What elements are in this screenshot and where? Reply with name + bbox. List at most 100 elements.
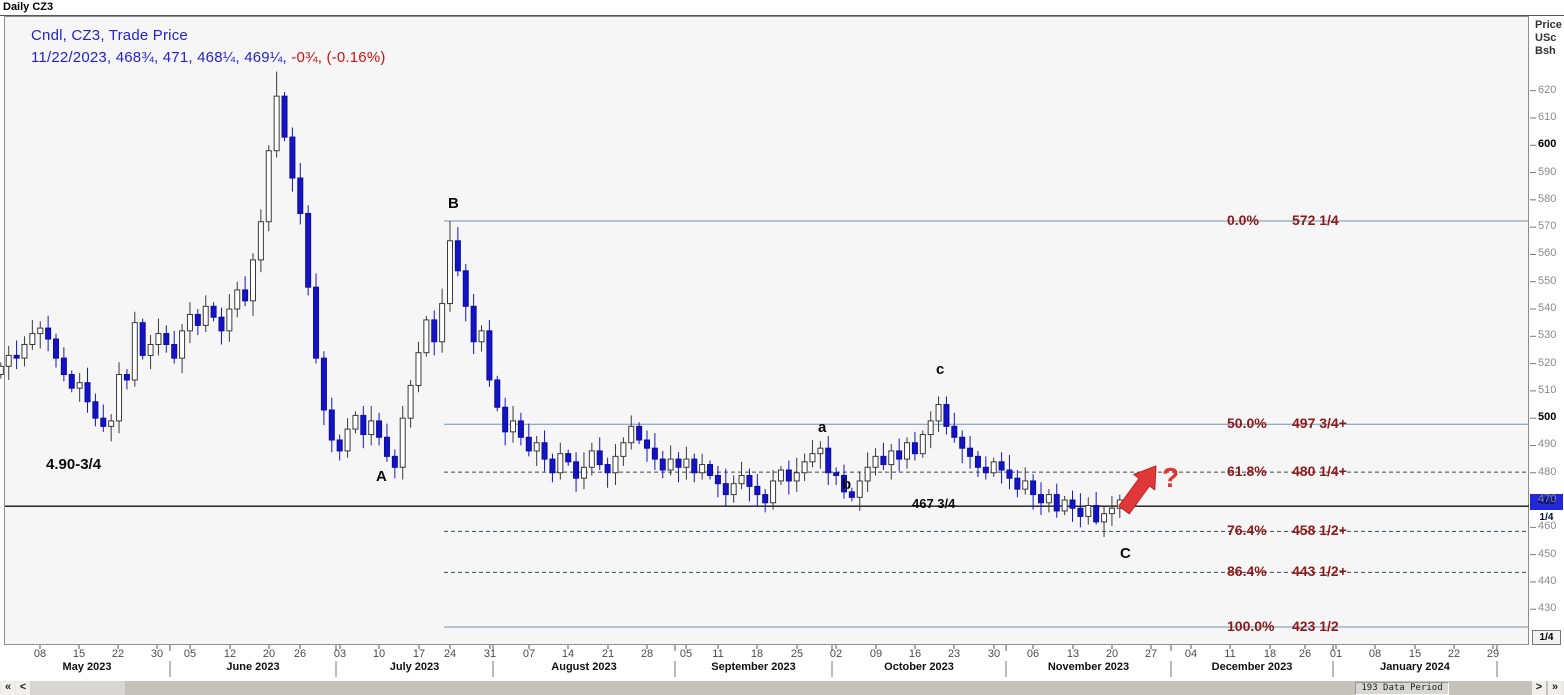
x-axis-month-label: August 2023 <box>551 661 617 673</box>
x-axis-day-tick: 13 <box>1066 648 1080 660</box>
price-tick-label: 530 <box>1538 329 1557 342</box>
price-tick-label: 580 <box>1538 192 1557 205</box>
candle-body <box>0 365 4 376</box>
fib-price-label: 480 1/4+ <box>1292 463 1347 480</box>
data-period-readout: 193 Data Period <box>1355 682 1449 695</box>
x-axis-month-label: July 2023 <box>389 661 440 673</box>
price-axis-header-line: Price <box>1535 19 1562 31</box>
price-tick-label: 560 <box>1538 247 1557 260</box>
scroll-far-left-button[interactable]: « <box>1 681 15 695</box>
x-axis-day-tick: 30 <box>150 648 164 660</box>
x-axis-day-tick: 12 <box>223 648 237 660</box>
x-axis-day-tick: 06 <box>1026 648 1040 660</box>
x-axis-month-label: June 2023 <box>226 661 280 673</box>
x-axis-day-tick: 18 <box>1263 648 1277 660</box>
price-tick-label: 480 <box>1538 465 1557 478</box>
x-axis-day-tick: 22 <box>1447 648 1461 660</box>
x-axis-day-tick: 28 <box>640 648 654 660</box>
x-axis-month-label: November 2023 <box>1047 661 1130 673</box>
x-axis-day-tick: 02 <box>829 648 843 660</box>
x-axis-day-tick: 26 <box>293 648 307 660</box>
x-axis-day-tick: 16 <box>908 648 922 660</box>
quote-ohlc-values: 11/22/2023, 468¾, 471, 468¼, 469¼, <box>31 49 287 66</box>
x-axis-day-tick: 14 <box>561 648 575 660</box>
x-axis-day-tick: 07 <box>522 648 536 660</box>
x-axis-day-tick: 01 <box>1329 648 1343 660</box>
plot-area[interactable] <box>4 16 1529 645</box>
x-axis-day-tick: 17 <box>412 648 426 660</box>
question-mark-label: ? <box>1162 462 1180 493</box>
wave-label-B: B <box>448 195 459 212</box>
price-axis-header-line: Bsh <box>1535 45 1556 57</box>
title-underline <box>0 15 1564 16</box>
quote-ohlc-line: 11/22/2023, 468¾, 471, 468¼, 469¼, -0¾, … <box>31 49 386 66</box>
wave-label-b: b <box>842 476 852 493</box>
x-axis-day-tick: 27 <box>1144 648 1158 660</box>
x-axis-day-tick: 08 <box>1368 648 1382 660</box>
x-axis-day-tick: 10 <box>372 648 386 660</box>
x-axis-day-tick: 05 <box>183 648 197 660</box>
x-axis-day-tick: 20 <box>262 648 276 660</box>
x-axis-day-tick: 21 <box>601 648 615 660</box>
price-tick-label: 600 <box>1538 138 1557 151</box>
scrollbar-thumb[interactable] <box>125 681 1560 695</box>
price-tick-label: 490 <box>1538 438 1557 451</box>
x-axis-day-tick: 15 <box>72 648 86 660</box>
x-axis-month-label: October 2023 <box>884 661 954 673</box>
price-tick-label: 610 <box>1538 110 1557 123</box>
price-axis-header: Price USc Bsh <box>1535 19 1562 58</box>
x-axis-month-label: September 2023 <box>711 661 796 673</box>
price-tick-label: 500 <box>1538 411 1557 424</box>
price-unit-box: 1/4 <box>1532 630 1561 645</box>
x-axis-day-tick: 11 <box>1224 648 1236 660</box>
fib-pct-label: 76.4% <box>1227 522 1267 539</box>
x-axis-day-tick: 11 <box>712 648 724 660</box>
x-axis-day-tick: 24 <box>443 648 457 660</box>
x-axis-month-label: May 2023 <box>62 661 112 673</box>
price-axis-header-line: USc <box>1535 32 1557 44</box>
fib-price-label: 443 1/2+ <box>1292 563 1347 580</box>
scrollbar-track[interactable] <box>30 681 1560 695</box>
fib-price-label: 423 1/2 <box>1292 617 1339 634</box>
x-axis-day-tick: 05 <box>679 648 693 660</box>
x-axis-month-label: December 2023 <box>1211 661 1293 673</box>
x-axis-month-label: January 2024 <box>1380 661 1450 673</box>
fib-price-label: 458 1/2+ <box>1292 522 1347 539</box>
price-tick-label: 550 <box>1538 274 1557 287</box>
fib-price-label: 497 3/4+ <box>1292 415 1347 432</box>
x-axis-day-tick: 08 <box>33 648 47 660</box>
x-axis-day-tick: 25 <box>790 648 804 660</box>
last-price-box: 469 1/4 <box>1530 494 1563 523</box>
fib-pct-label: 100.0% <box>1227 617 1275 634</box>
x-axis-day-tick: 26 <box>1298 648 1312 660</box>
x-axis-day-tick: 18 <box>750 648 764 660</box>
price-tick-label: 450 <box>1538 547 1557 560</box>
scroll-far-right-button[interactable]: » <box>1548 681 1562 695</box>
wave-label-C: C <box>1120 545 1131 562</box>
price-tick-label: 460 <box>1538 520 1557 533</box>
window-title: Daily CZ3 <box>3 1 54 13</box>
price-tick-label: 470 <box>1538 493 1557 506</box>
quote-block: Cndl, CZ3, Trade Price 11/22/2023, 468¾,… <box>31 27 386 66</box>
x-axis-day-tick: 23 <box>947 648 961 660</box>
x-axis-day-tick: 20 <box>1105 648 1119 660</box>
scroll-left-button[interactable]: < <box>16 681 30 695</box>
price-tick-label: 510 <box>1538 383 1557 396</box>
fib-price-label: 572 1/4 <box>1292 212 1339 228</box>
horizontal-scrollbar[interactable]: « < 193 Data Period > » <box>0 681 1564 695</box>
fib-pct-label: 50.0% <box>1227 415 1267 432</box>
price-tick-label: 430 <box>1538 602 1557 615</box>
price-tick-label: 620 <box>1538 83 1557 96</box>
x-axis-day-tick: 03 <box>333 648 347 660</box>
fib-pct-label: 86.4% <box>1227 563 1267 580</box>
quote-series-line: Cndl, CZ3, Trade Price <box>31 27 188 44</box>
quote-change: -0¾, (-0.16%) <box>286 49 386 66</box>
price-tick-label: 440 <box>1538 574 1557 587</box>
x-axis-day-tick: 15 <box>1408 648 1422 660</box>
x-axis-day-tick: 22 <box>111 648 125 660</box>
x-axis-day-tick: 31 <box>483 648 497 660</box>
scroll-right-button[interactable]: > <box>1532 681 1546 695</box>
x-axis-day-tick: 29 <box>1486 648 1500 660</box>
price-tick-label: 570 <box>1538 220 1557 233</box>
